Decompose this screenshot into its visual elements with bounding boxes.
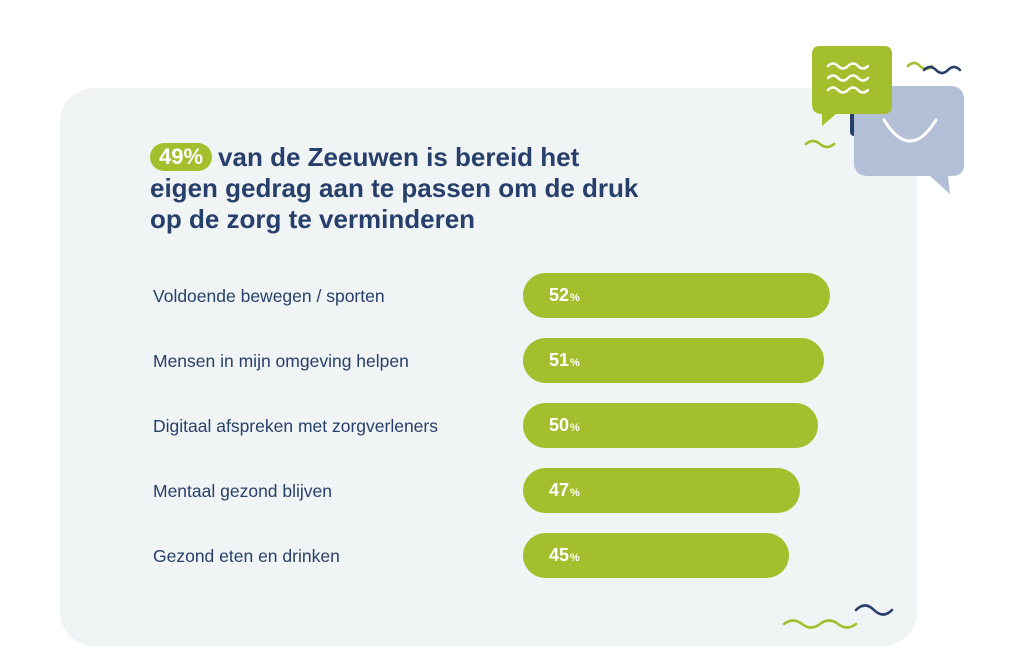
bar-value-label: 52% bbox=[549, 273, 580, 321]
bar-label: Voldoende bewegen / sporten bbox=[153, 285, 385, 306]
highlight-badge: 49% bbox=[150, 143, 213, 171]
bar-value-unit: % bbox=[570, 552, 580, 564]
headline-line-2: eigen gedrag aan te passen om de druk bbox=[150, 173, 639, 203]
bar-label: Gezond eten en drinken bbox=[153, 545, 340, 566]
chart-headline: 49% van de Zeeuwen is bereid het eigen ge… bbox=[150, 142, 710, 235]
bar-value-number: 50 bbox=[549, 415, 570, 435]
bar-label: Mensen in mijn omgeving helpen bbox=[153, 350, 409, 371]
bar-value-unit: % bbox=[570, 357, 580, 369]
bar-label: Mentaal gezond blijven bbox=[153, 480, 333, 501]
headline-line-3: op de zorg te verminderen bbox=[150, 204, 476, 234]
bar: 45% bbox=[523, 533, 789, 578]
bar-value-label: 51% bbox=[549, 338, 580, 386]
bar-label: Digitaal afspreken met zorgverleners bbox=[153, 415, 438, 436]
bar: 47% bbox=[523, 468, 800, 513]
bar-value-number: 45 bbox=[549, 545, 570, 565]
bar-value-number: 51 bbox=[549, 350, 570, 370]
bar-value-unit: % bbox=[570, 422, 580, 434]
bar-value-label: 45% bbox=[549, 533, 580, 581]
bar-value-number: 52 bbox=[549, 285, 570, 305]
bar-value-label: 47% bbox=[549, 468, 580, 516]
bar: 51% bbox=[523, 338, 824, 383]
bar: 52% bbox=[523, 273, 830, 318]
bar-value-number: 47 bbox=[549, 480, 570, 500]
bar-value-unit: % bbox=[570, 487, 580, 499]
bar-value-label: 50% bbox=[549, 403, 580, 451]
bar-value-unit: % bbox=[570, 292, 580, 304]
bar: 50% bbox=[523, 403, 818, 448]
headline-line-1: van de Zeeuwen is bereid het bbox=[218, 142, 580, 172]
